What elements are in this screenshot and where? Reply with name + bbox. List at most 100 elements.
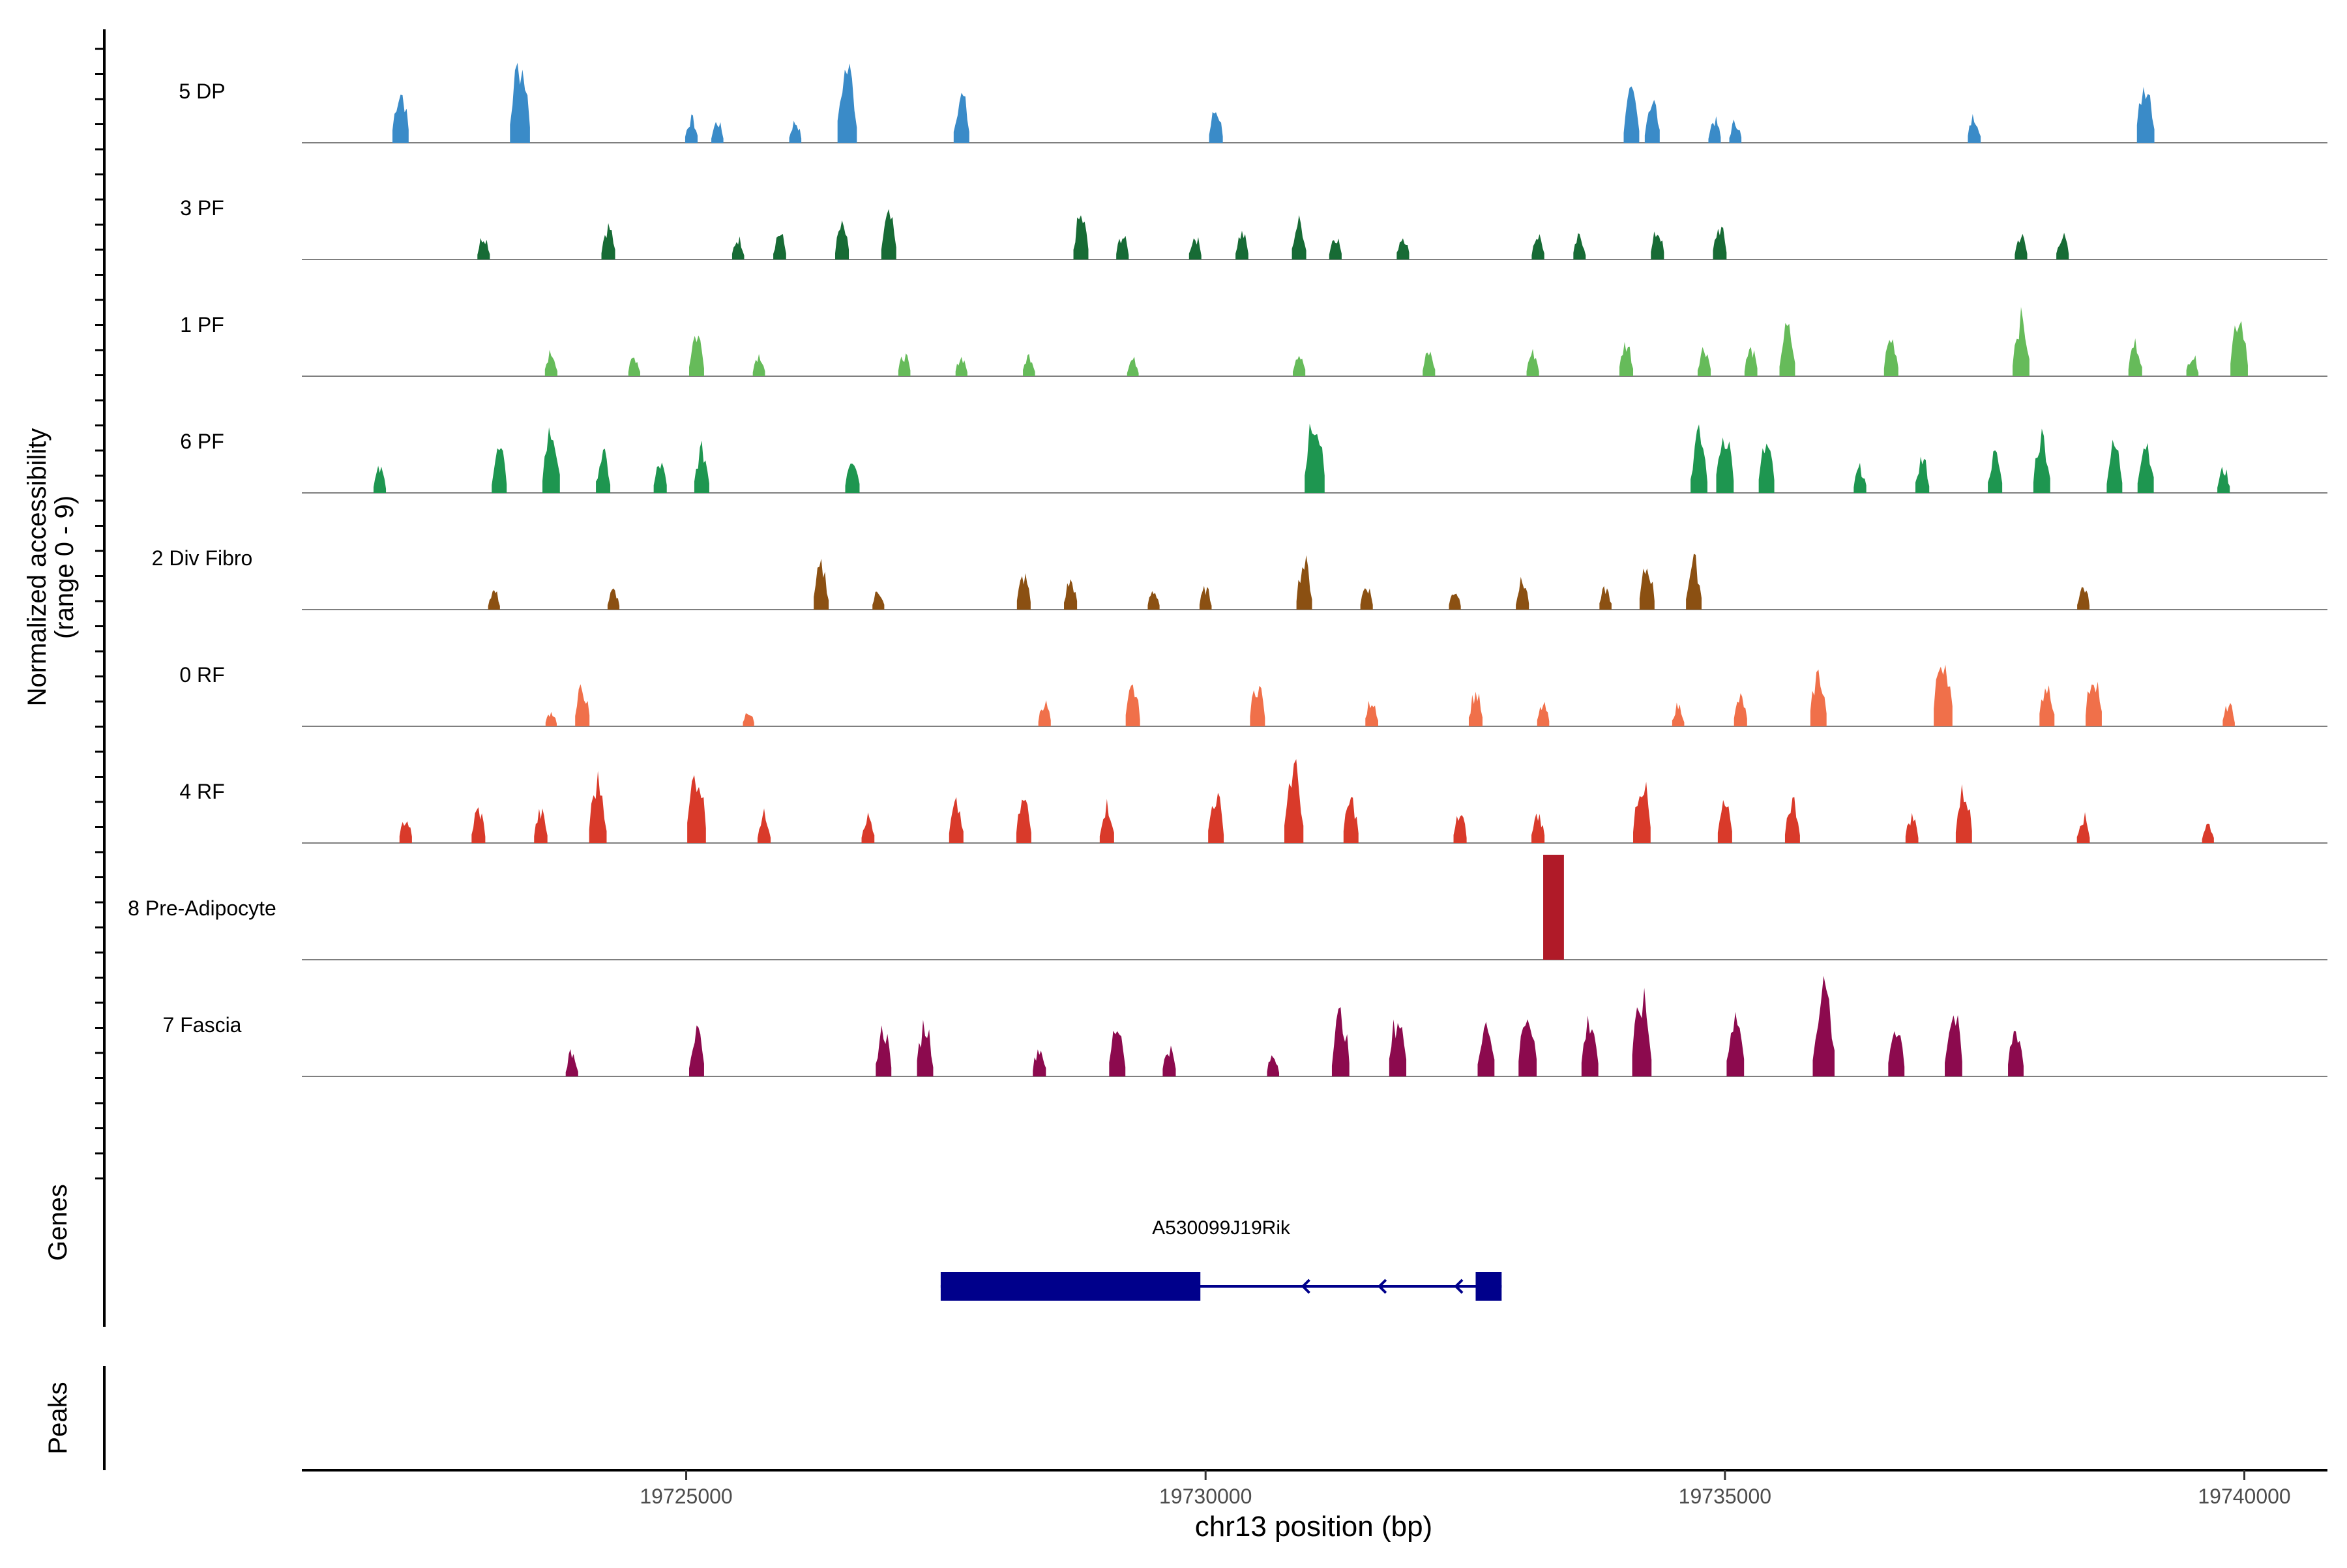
coverage-peak (1033, 1049, 1046, 1076)
track-label: 1 PF (180, 313, 224, 336)
coverage-peak (544, 349, 557, 376)
coverage-peak (1162, 1045, 1176, 1076)
coverage-peak (1599, 585, 1612, 610)
coverage-peak (542, 427, 560, 493)
track-5-dp: 5 DP (179, 63, 2327, 143)
coverage-peak (1581, 1015, 1599, 1076)
coverage-peak (1644, 100, 1660, 143)
coverage-peak (1293, 355, 1306, 376)
coverage-peak (861, 812, 875, 843)
gene-exon (1475, 1272, 1502, 1301)
coverage-peak (1127, 357, 1139, 376)
x-tick-label: 19740000 (2198, 1485, 2290, 1508)
coverage-peak (1038, 700, 1051, 726)
track-3-pf: 3 PF (180, 196, 2327, 260)
coverage-peak (1708, 116, 1721, 143)
track-label: 3 PF (180, 196, 224, 220)
track-1-pf: 1 PF (180, 306, 2327, 377)
x-axis: 19725000 19730000 19735000 19740000 (302, 1469, 2327, 1508)
coverage-peak (1023, 353, 1035, 376)
gene-annotation: A530099J19Rik (940, 1217, 1502, 1301)
coverage-peak (2033, 428, 2050, 493)
coverage-peak (1147, 591, 1160, 610)
track-2-div-fibro: 2 Div Fibro (152, 546, 2327, 610)
coverage-peak (743, 713, 754, 726)
coverage-peak (835, 220, 849, 259)
coverage-tracks: 5 DP 3 PF 1 PF 6 PF 2 Div Fibro 0 RF 4 RF 8 Pre… (128, 63, 2327, 1077)
coverage-peak (1945, 1014, 1962, 1076)
coverage-peak (757, 808, 771, 843)
coverage-peak (607, 588, 620, 610)
coverage-peak (1686, 554, 1702, 610)
track-label: 0 RF (179, 663, 224, 687)
coverage-peak (1537, 702, 1550, 726)
coverage-peak (711, 122, 724, 143)
track-label: 4 RF (179, 780, 224, 803)
track-label: 5 DP (179, 80, 225, 103)
coverage-peak (1888, 1031, 1905, 1076)
coverage-peak (1453, 815, 1467, 843)
coverage-peak (1729, 119, 1742, 143)
coverage-peak (1883, 339, 1898, 376)
track-8-pre-adipocyte: 8 Pre-Adipocyte (128, 855, 2327, 960)
coverage-peak (953, 93, 969, 143)
coverage-peak (1329, 238, 1342, 259)
coverage-peak (1016, 799, 1031, 843)
coverage-peak (492, 448, 507, 493)
coverage-peak (2202, 823, 2214, 843)
coverage-peak (1188, 237, 1202, 259)
peaks-panel-label: Peaks (44, 1382, 72, 1454)
track-0-rf: 0 RF (179, 663, 2327, 727)
coverage-peak (694, 440, 709, 493)
coverage-peak (2128, 338, 2142, 376)
genes-panel-label: Genes (44, 1184, 72, 1261)
coverage-peak (731, 236, 745, 259)
x-axis-label: chr13 position (bp) (1195, 1511, 1432, 1543)
coverage-peak (1934, 664, 1953, 726)
track-label: 6 PF (180, 430, 224, 453)
coverage-peak (653, 462, 667, 493)
y-axis-label: Normalized accessibility (23, 428, 52, 707)
coverage-peak (1099, 799, 1114, 843)
coverage-peak (1365, 701, 1378, 726)
coverage-peak (1518, 1019, 1537, 1076)
coverage-peak (1672, 702, 1685, 726)
coverage-peak (773, 234, 786, 259)
coverage-peak (955, 357, 967, 376)
coverage-peak (2008, 1031, 2024, 1076)
coverage-peak (1109, 1030, 1126, 1076)
coverage-peak (1716, 437, 1734, 493)
coverage-peak (1305, 423, 1325, 493)
coverage-peak (1396, 238, 1410, 259)
coverage-peak (1250, 685, 1265, 726)
track-label: 2 Div Fibro (152, 546, 253, 570)
coverage-peak (1955, 784, 1972, 843)
gene-exon (940, 1272, 1201, 1301)
coverage-peak (1449, 593, 1461, 610)
gene-name-label: A530099J19Rik (1152, 1217, 1291, 1239)
coverage-peak (1915, 456, 1930, 493)
coverage-peak (565, 1048, 578, 1076)
coverage-peak (589, 771, 607, 843)
coverage-peak (1073, 215, 1089, 259)
coverage-peak (837, 63, 857, 143)
coverage-peak (1543, 855, 1564, 960)
x-tick-label: 19735000 (1679, 1485, 1771, 1508)
coverage-peak (1697, 347, 1711, 376)
coverage-peak (2217, 466, 2230, 493)
coverage-peak (1651, 231, 1664, 259)
coverage-peak (575, 684, 590, 726)
coverage-peak (1812, 975, 1835, 1076)
coverage-peak (1209, 111, 1223, 143)
coverage-peak (688, 335, 704, 376)
coverage-peak (1619, 342, 1634, 376)
coverage-peak (1713, 226, 1727, 259)
coverage-peak (1632, 988, 1652, 1076)
coverage-peak (1639, 568, 1655, 610)
coverage-peak (1531, 813, 1545, 843)
coverage-peak (1905, 812, 1919, 843)
track-7-fascia: 7 Fascia (163, 975, 2327, 1077)
coverage-peak (949, 797, 964, 843)
coverage-peak (688, 1025, 704, 1076)
